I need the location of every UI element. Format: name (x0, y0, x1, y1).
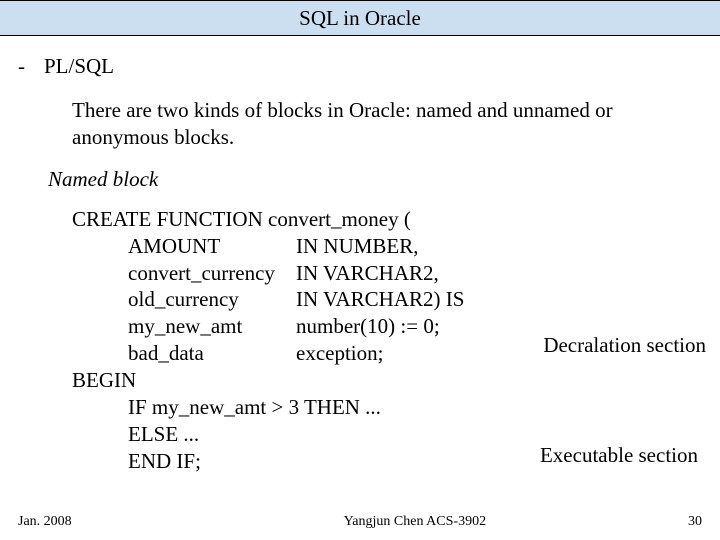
bullet-text: PL/SQL (44, 54, 114, 79)
param-type: IN VARCHAR2, (296, 260, 439, 287)
code-block: CREATE FUNCTION convert_money ( AMOUNT I… (72, 206, 702, 475)
footer-center: Yangjun Chen ACS-3902 (72, 514, 688, 530)
intro-text: There are two kinds of blocks in Oracle:… (72, 97, 692, 151)
param-name: my_new_amt (128, 313, 296, 340)
param-row: AMOUNT IN NUMBER, (72, 233, 702, 260)
slide-footer: Jan. 2008 Yangjun Chen ACS-3902 30 (0, 514, 720, 530)
annotation-executable: Executable section (540, 442, 698, 469)
code-line: CREATE FUNCTION convert_money ( (72, 206, 702, 233)
param-name: old_currency (128, 286, 296, 313)
param-name: bad_data (128, 340, 296, 367)
subheading: Named block (48, 167, 702, 192)
param-type: number(10) := 0; (296, 313, 440, 340)
slide-content: - PL/SQL There are two kinds of blocks i… (0, 36, 720, 475)
annotation-declaration: Decralation section (543, 332, 706, 359)
bullet-row: - PL/SQL (18, 54, 702, 79)
bullet-marker: - (18, 54, 44, 79)
slide-header: SQL in Oracle (0, 0, 720, 36)
footer-page-number: 30 (688, 514, 702, 530)
code-line: BEGIN (72, 367, 702, 394)
slide-title: SQL in Oracle (299, 6, 421, 31)
param-type: exception; (296, 340, 383, 367)
param-name: convert_currency (128, 260, 296, 287)
footer-date: Jan. 2008 (18, 514, 72, 530)
param-row: convert_currency IN VARCHAR2, (72, 260, 702, 287)
param-row: old_currency IN VARCHAR2) IS (72, 286, 702, 313)
param-name: AMOUNT (128, 233, 296, 260)
param-type: IN NUMBER, (296, 233, 419, 260)
param-type: IN VARCHAR2) IS (296, 286, 464, 313)
code-line: IF my_new_amt > 3 THEN ... (72, 394, 702, 421)
